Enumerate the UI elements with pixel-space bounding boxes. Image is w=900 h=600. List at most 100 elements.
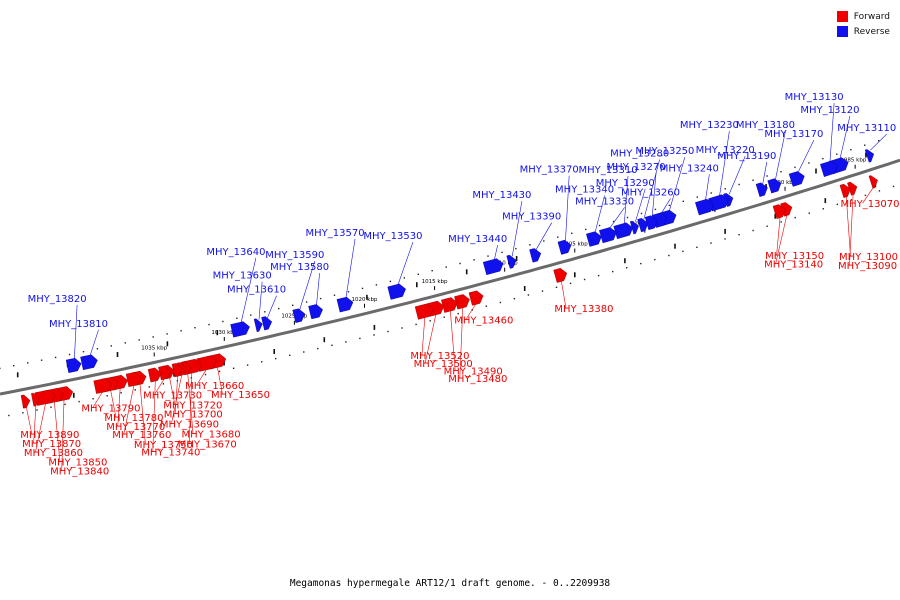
gene-label-forward[interactable]: MHY_13090: [838, 261, 897, 272]
gene-label-forward[interactable]: MHY_13070: [840, 199, 899, 210]
gene-arrow-reverse[interactable]: [65, 357, 82, 373]
gene-label-forward[interactable]: MHY_13150: [765, 251, 824, 262]
gene-label-reverse[interactable]: MHY_13580: [270, 262, 329, 273]
gene-arrow-reverse[interactable]: [695, 198, 714, 216]
gene-label-reverse[interactable]: MHY_13250: [635, 146, 694, 157]
gene-arrow-reverse[interactable]: [755, 182, 768, 197]
gene-arrow-reverse[interactable]: [637, 218, 649, 233]
gene-label-forward[interactable]: MHY_13860: [24, 448, 83, 459]
gene-label-reverse[interactable]: MHY_13820: [28, 294, 87, 305]
gene-arrow-reverse[interactable]: [820, 160, 838, 177]
gene-arrow-reverse[interactable]: [557, 239, 572, 255]
gene-arrow-forward[interactable]: [414, 303, 434, 320]
gene-arrow-forward[interactable]: [158, 365, 171, 381]
gene-arrow-reverse[interactable]: [308, 304, 323, 320]
gene-arrow-forward[interactable]: [847, 181, 858, 196]
gene-label-reverse[interactable]: MHY_13220: [696, 145, 755, 156]
gene-label-reverse[interactable]: MHY_13630: [213, 271, 272, 282]
gene-label-forward[interactable]: MHY_13480: [448, 374, 507, 385]
gene-label-reverse[interactable]: MHY_13120: [800, 105, 859, 116]
gene-label-reverse[interactable]: MHY_13340: [555, 184, 614, 195]
gene-label-reverse[interactable]: MHY_13390: [502, 212, 561, 223]
gene-label-reverse[interactable]: MHY_13640: [206, 247, 265, 258]
gene-label-forward[interactable]: MHY_13740: [141, 447, 200, 458]
gene-arrow-forward[interactable]: [171, 363, 183, 378]
gene-label-reverse[interactable]: MHY_13280: [610, 148, 669, 159]
gene-label-reverse[interactable]: MHY_13130: [785, 92, 844, 103]
gene-arrow-reverse[interactable]: [864, 149, 875, 163]
gene-label-forward[interactable]: MHY_13670: [178, 440, 237, 451]
gene-arrow-forward[interactable]: [553, 267, 568, 283]
gene-arrow-forward[interactable]: [468, 290, 484, 306]
gene-label-forward[interactable]: MHY_13720: [163, 400, 222, 411]
gene-label-forward[interactable]: MHY_13500: [414, 359, 473, 370]
gene-label-forward[interactable]: MHY_13460: [454, 315, 513, 326]
gene-label-reverse[interactable]: MHY_13170: [764, 129, 823, 140]
gene-label-forward[interactable]: MHY_13700: [164, 410, 223, 421]
gene-arrow-reverse[interactable]: [767, 178, 782, 194]
gene-label-forward[interactable]: MHY_13660: [185, 381, 244, 392]
gene-label-reverse[interactable]: MHY_13260: [621, 188, 680, 199]
gene-arrow-reverse[interactable]: [80, 354, 98, 371]
gene-label-reverse[interactable]: MHY_13530: [363, 231, 422, 242]
gene-arrow-forward[interactable]: [772, 204, 786, 219]
gene-label-reverse[interactable]: MHY_13590: [265, 250, 324, 261]
gene-label-forward[interactable]: MHY_13890: [20, 430, 79, 441]
gene-label-forward[interactable]: MHY_13650: [211, 390, 270, 401]
gene-arrow-reverse[interactable]: [336, 296, 354, 313]
gene-label-reverse[interactable]: MHY_13430: [472, 190, 531, 201]
gene-label-reverse[interactable]: MHY_13440: [448, 234, 507, 245]
gene-label-reverse[interactable]: MHY_13610: [227, 285, 286, 296]
gene-arrow-forward[interactable]: [441, 297, 458, 313]
gene-arrow-forward[interactable]: [93, 378, 112, 394]
gene-label-forward[interactable]: MHY_13840: [50, 467, 109, 478]
gene-arrow-reverse[interactable]: [644, 215, 658, 231]
gene-arrow-forward[interactable]: [454, 294, 470, 310]
gene-arrow-reverse[interactable]: [387, 283, 406, 300]
gene-arrow-forward[interactable]: [31, 392, 40, 407]
gene-label-reverse[interactable]: MHY_13190: [717, 151, 776, 162]
gene-label-reverse[interactable]: MHY_13230: [680, 120, 739, 131]
gene-label-forward[interactable]: MHY_13760: [112, 430, 171, 441]
gene-label-forward[interactable]: MHY_13690: [160, 420, 219, 431]
gene-arrow-reverse[interactable]: [788, 171, 805, 187]
gene-label-reverse[interactable]: MHY_13290: [596, 178, 655, 189]
gene-label-reverse[interactable]: MHY_13570: [306, 228, 365, 239]
gene-arrow-reverse[interactable]: [599, 227, 617, 244]
gene-arrow-reverse[interactable]: [586, 231, 602, 247]
gene-label-forward[interactable]: MHY_13380: [554, 304, 613, 315]
gene-arrow-forward[interactable]: [20, 394, 31, 409]
gene-arrow-reverse[interactable]: [261, 316, 273, 331]
gene-arrow-forward[interactable]: [147, 367, 162, 383]
gene-arrow-reverse[interactable]: [482, 258, 504, 276]
gene-label-forward[interactable]: MHY_13870: [22, 439, 81, 450]
gene-label-forward[interactable]: MHY_13140: [764, 260, 823, 271]
gene-label-reverse[interactable]: MHY_13270: [607, 162, 666, 173]
gene-arrow-reverse[interactable]: [253, 318, 263, 333]
gene-label-forward[interactable]: MHY_13770: [106, 422, 165, 433]
gene-arrow-forward[interactable]: [125, 371, 142, 388]
gene-label-reverse[interactable]: MHY_13370: [520, 165, 579, 176]
gene-label-forward[interactable]: MHY_13680: [182, 429, 241, 440]
gene-label-reverse[interactable]: MHY_13310: [578, 165, 637, 176]
gene-arrow-forward[interactable]: [182, 361, 192, 375]
gene-arrow-reverse[interactable]: [506, 254, 517, 269]
gene-arrow-forward[interactable]: [839, 183, 851, 198]
gene-label-reverse[interactable]: MHY_13110: [837, 123, 896, 134]
gene-arrow-reverse[interactable]: [292, 308, 306, 323]
gene-arrow-reverse[interactable]: [629, 220, 639, 235]
gene-label-forward[interactable]: MHY_13790: [81, 404, 140, 415]
gene-label-forward[interactable]: MHY_13750: [134, 440, 193, 451]
gene-arrow-reverse[interactable]: [529, 248, 542, 263]
gene-label-forward[interactable]: MHY_13100: [839, 252, 898, 263]
gene-label-reverse[interactable]: MHY_13240: [660, 163, 719, 174]
gene-label-reverse[interactable]: MHY_13180: [736, 120, 795, 131]
gene-label-forward[interactable]: MHY_13490: [444, 366, 503, 377]
gene-arrow-reverse[interactable]: [230, 321, 250, 338]
gene-label-forward[interactable]: MHY_13850: [48, 458, 107, 469]
gene-arrow-reverse[interactable]: [613, 222, 634, 240]
gene-label-forward[interactable]: MHY_13730: [143, 390, 202, 401]
gene-label-forward[interactable]: MHY_13520: [410, 351, 469, 362]
gene-arrow-forward[interactable]: [868, 175, 878, 189]
gene-label-reverse[interactable]: MHY_13330: [575, 196, 634, 207]
